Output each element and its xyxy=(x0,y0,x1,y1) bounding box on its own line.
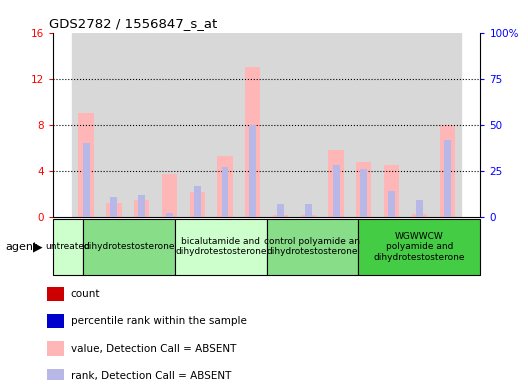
Bar xyxy=(295,33,322,217)
Bar xyxy=(378,33,406,217)
Bar xyxy=(245,67,260,217)
Bar xyxy=(412,214,427,217)
Bar xyxy=(46,286,64,301)
Text: bicalutamide and
dihydrotestosterone: bicalutamide and dihydrotestosterone xyxy=(175,237,267,257)
Bar xyxy=(267,219,359,275)
Bar xyxy=(83,219,175,275)
Bar xyxy=(239,33,267,217)
Bar xyxy=(134,200,149,217)
Bar xyxy=(406,33,433,217)
Bar xyxy=(444,139,450,217)
Bar xyxy=(53,219,83,275)
Text: value, Detection Call = ABSENT: value, Detection Call = ABSENT xyxy=(71,344,236,354)
Bar xyxy=(218,156,233,217)
Bar xyxy=(166,213,173,217)
Text: count: count xyxy=(71,289,100,299)
Bar xyxy=(83,143,90,217)
Text: GDS2782 / 1556847_s_at: GDS2782 / 1556847_s_at xyxy=(49,17,217,30)
Bar xyxy=(384,165,399,217)
Bar xyxy=(249,125,256,217)
Text: untreated: untreated xyxy=(46,242,90,251)
Text: percentile rank within the sample: percentile rank within the sample xyxy=(71,316,247,326)
Bar xyxy=(162,174,177,217)
Bar xyxy=(183,33,211,217)
Bar xyxy=(328,150,344,217)
Text: ▶: ▶ xyxy=(33,240,43,253)
Bar xyxy=(333,166,340,217)
Bar xyxy=(46,369,64,383)
Bar xyxy=(388,191,395,217)
Bar xyxy=(222,167,229,217)
Bar xyxy=(46,341,64,356)
Text: dihydrotestosterone: dihydrotestosterone xyxy=(83,242,175,251)
Bar xyxy=(211,33,239,217)
Bar xyxy=(106,203,121,217)
Bar xyxy=(350,33,378,217)
Bar xyxy=(273,215,288,217)
Text: rank, Detection Call = ABSENT: rank, Detection Call = ABSENT xyxy=(71,371,231,381)
Text: agent: agent xyxy=(5,242,37,252)
Bar xyxy=(100,33,128,217)
Bar xyxy=(194,185,201,217)
Bar xyxy=(416,200,423,217)
Bar xyxy=(156,33,183,217)
Bar xyxy=(175,219,267,275)
Bar xyxy=(277,204,284,217)
Bar xyxy=(433,33,461,217)
Bar xyxy=(128,33,156,217)
Bar xyxy=(359,219,480,275)
Text: control polyamide an
dihydrotestosterone: control polyamide an dihydrotestosterone xyxy=(265,237,361,257)
Bar xyxy=(267,33,295,217)
Bar xyxy=(361,169,367,217)
Bar xyxy=(138,195,145,217)
Bar xyxy=(72,33,100,217)
Bar xyxy=(300,215,316,217)
Bar xyxy=(190,192,205,217)
Bar xyxy=(322,33,350,217)
Bar xyxy=(439,125,455,217)
Text: WGWWCW
polyamide and
dihydrotestosterone: WGWWCW polyamide and dihydrotestosterone xyxy=(374,232,465,262)
Bar xyxy=(110,197,117,217)
Bar xyxy=(305,204,312,217)
Bar xyxy=(356,162,372,217)
Bar xyxy=(79,113,94,217)
Bar xyxy=(46,314,64,328)
